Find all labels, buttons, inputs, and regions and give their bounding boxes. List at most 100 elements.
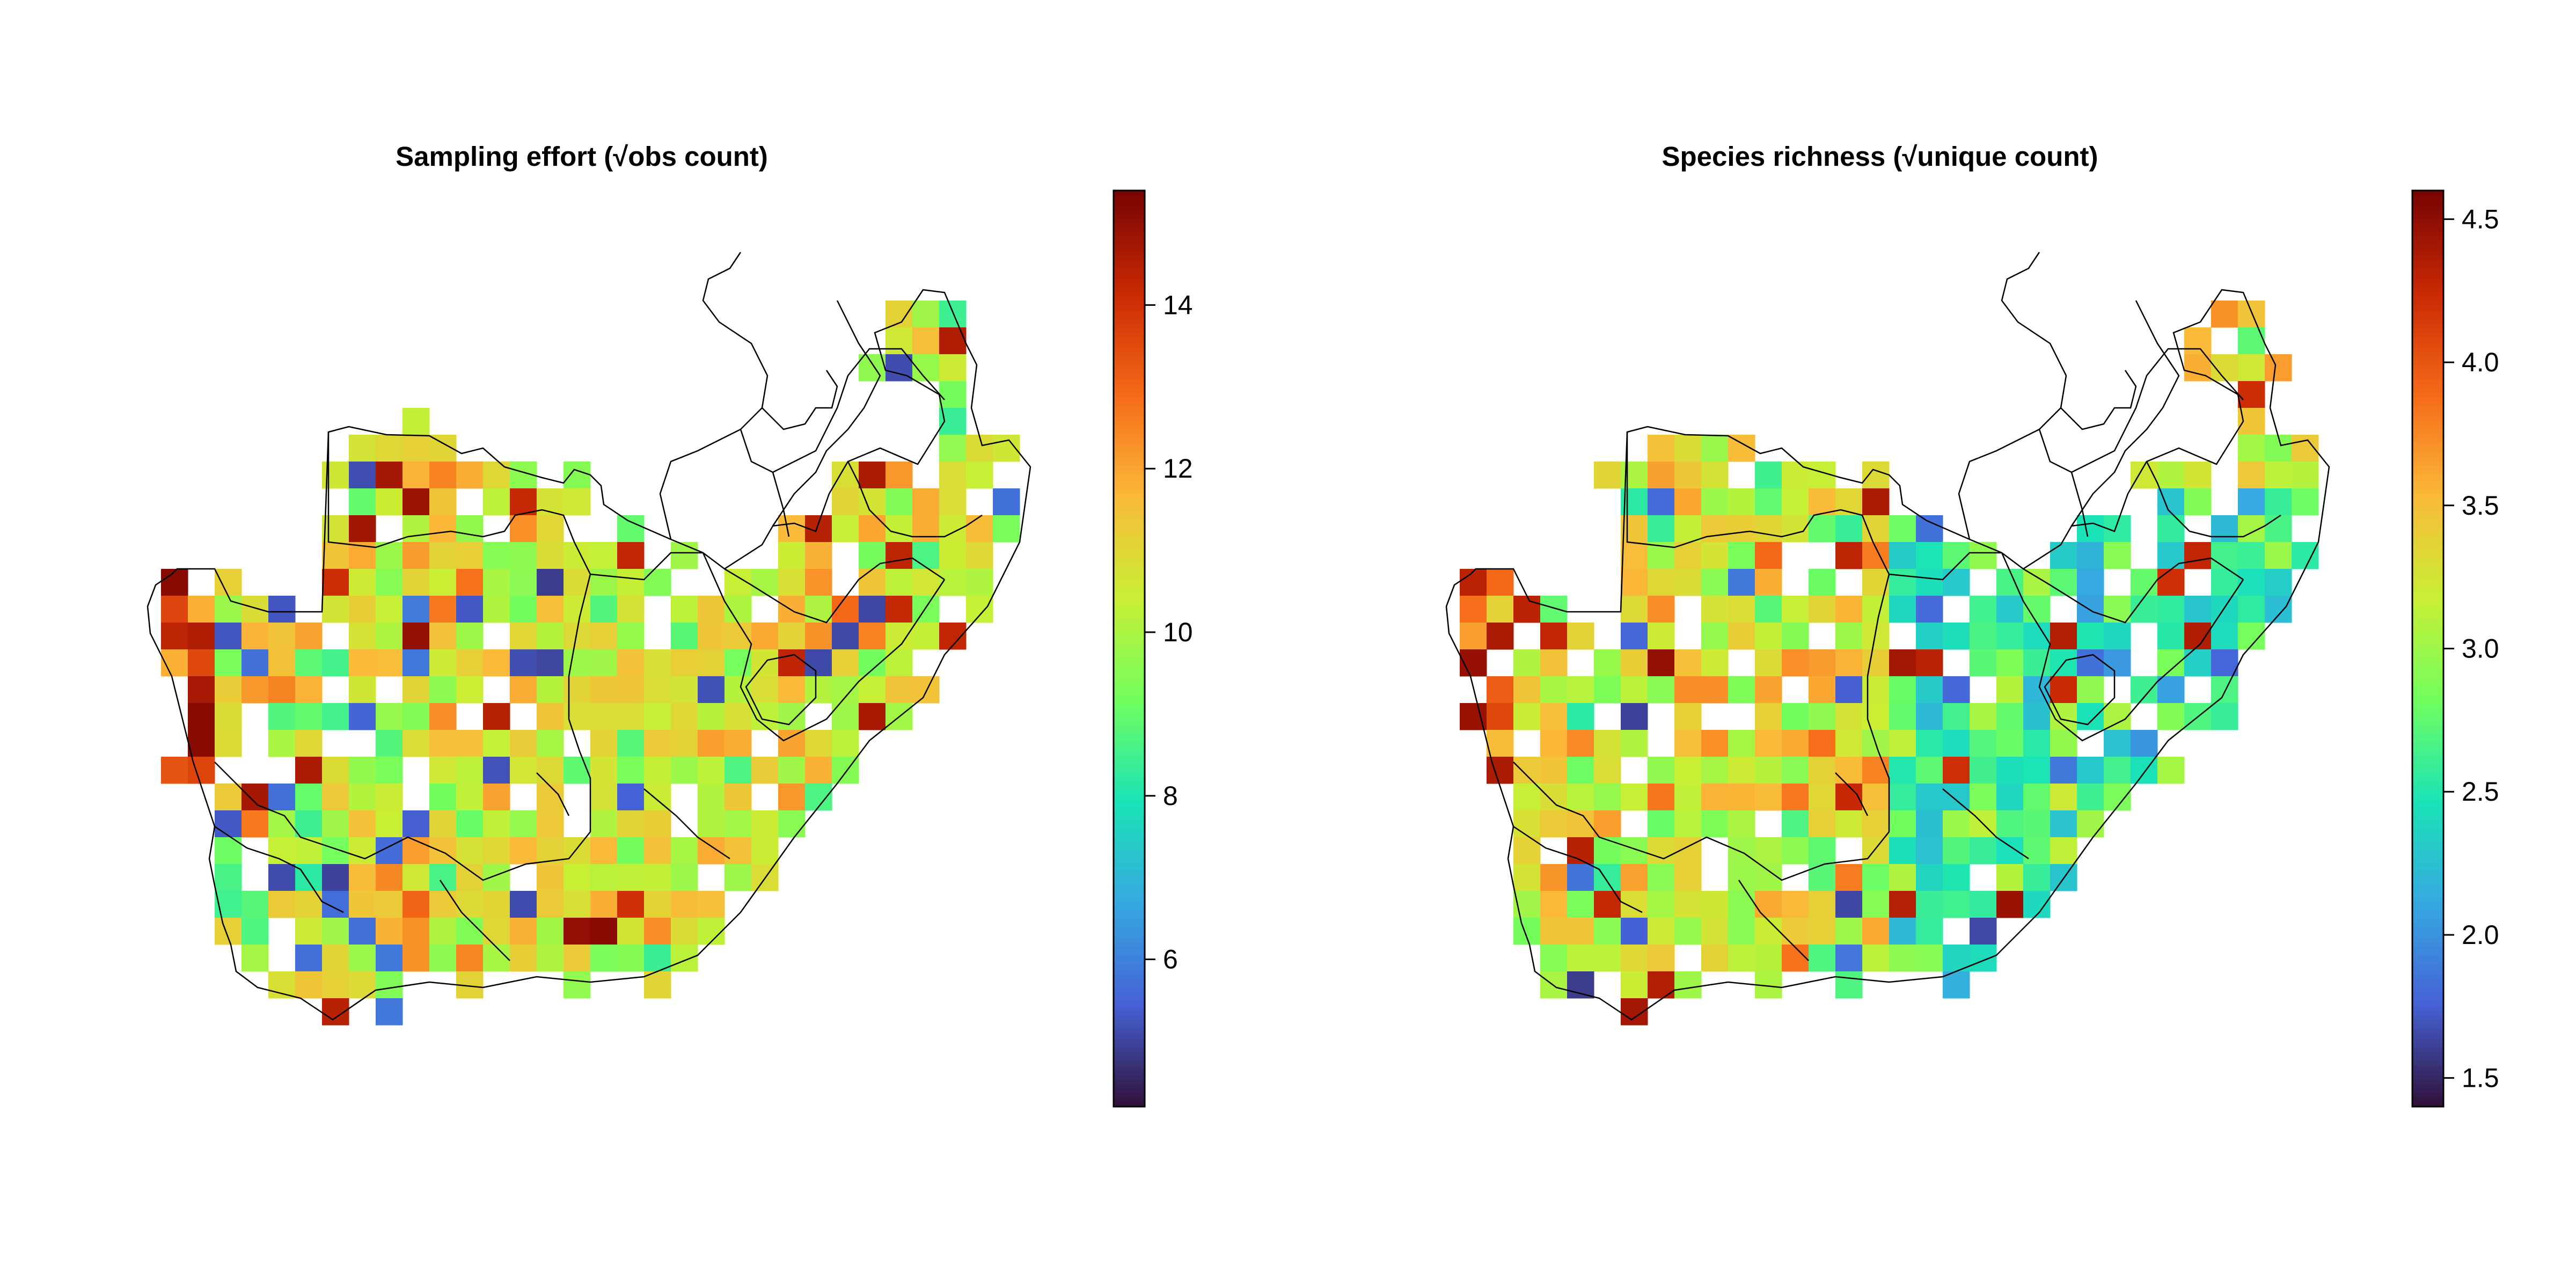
grid-cell <box>268 649 296 677</box>
colorbar-segment <box>1114 401 1145 407</box>
colorbar-segment <box>1114 840 1145 846</box>
colorbar-segment <box>2412 914 2443 920</box>
grid-cell <box>1487 596 1514 623</box>
grid-cell <box>2157 757 2185 784</box>
colorbar-segment <box>1114 397 1145 402</box>
colorbar-segment <box>1114 639 1145 645</box>
colorbar-tick-label: 12 <box>1163 453 1193 484</box>
grid-cell <box>1621 542 1648 569</box>
grid-cell <box>2077 649 2104 677</box>
grid-cell <box>295 730 323 757</box>
province-boundary <box>536 772 570 816</box>
grid-cell <box>1996 891 2024 918</box>
grid-cell <box>1648 515 1675 543</box>
grid-cell <box>1835 971 1863 999</box>
grid-cell <box>1674 891 1702 918</box>
grid-cell <box>1782 891 1809 918</box>
grid-cell <box>564 891 591 918</box>
grid-cell <box>1889 569 1916 596</box>
grid-cell <box>1970 542 1997 569</box>
grid-cell <box>2050 623 2077 650</box>
grid-cell <box>1648 488 1675 516</box>
colorbar-segment <box>2412 900 2443 906</box>
grid-cell <box>376 757 403 784</box>
grid-cell <box>1996 810 2024 838</box>
grid-cell <box>1809 569 1836 596</box>
colorbar-segment <box>1114 1028 1145 1034</box>
grid-cell <box>402 596 430 623</box>
colorbar-segment <box>1114 191 1145 196</box>
grid-cell <box>376 810 403 838</box>
colorbar-segment <box>2412 1074 2443 1080</box>
grid-cell <box>859 649 886 677</box>
colorbar-segment <box>1114 580 1145 586</box>
grid-cell <box>1835 757 1863 784</box>
grid-cell <box>912 596 940 623</box>
colorbar-segment <box>2412 800 2443 805</box>
grid-cell <box>1996 676 2024 704</box>
colorbar-segment <box>2412 726 2443 732</box>
colorbar-segment <box>1114 575 1145 581</box>
colorbar-segment <box>2412 460 2443 466</box>
grid-cell <box>2211 542 2238 569</box>
province-boundary <box>590 552 703 581</box>
colorbar-segment <box>2412 328 2443 333</box>
colorbar-segment <box>2412 845 2443 851</box>
grid-cell <box>698 757 725 784</box>
grid-cell <box>1728 757 1755 784</box>
grid-cell <box>912 515 940 543</box>
grid-cell <box>564 945 591 972</box>
grid-cell <box>1862 945 1890 972</box>
colorbar-segment <box>1114 511 1145 516</box>
grid-cell <box>1701 596 1729 623</box>
grid-cell <box>2023 596 2051 623</box>
grid-cell <box>1701 676 1729 704</box>
grid-cell <box>1674 569 1702 596</box>
grid-cell <box>456 623 484 650</box>
grid-cell <box>349 462 376 489</box>
grid-cell <box>510 542 537 569</box>
colorbar-segment <box>1114 960 1145 965</box>
grid-cell <box>1540 623 1568 650</box>
grid-cell <box>349 515 376 543</box>
colorbar-segment <box>1114 534 1145 539</box>
grid-cell <box>1862 918 1890 945</box>
grid-cell <box>1513 784 1541 811</box>
grid-cell <box>268 730 296 757</box>
grid-cell <box>537 515 564 543</box>
colorbar-segment <box>2412 428 2443 434</box>
colorbar-segment <box>2412 447 2443 452</box>
grid-cell <box>832 623 859 650</box>
colorbar-segment <box>1114 1097 1145 1103</box>
grid-cell <box>590 810 618 838</box>
grid-cell <box>349 810 376 838</box>
grid-cell <box>1594 462 1621 489</box>
colorbar-tick-label: 3.0 <box>2462 634 2499 664</box>
grid-cell <box>698 649 725 677</box>
colorbar-segment <box>1114 795 1145 801</box>
colorbar-segment <box>1114 740 1145 745</box>
grid-cell <box>1621 515 1648 543</box>
colorbar-segment <box>1114 305 1145 310</box>
grid-cell <box>1648 918 1675 945</box>
grid-cell <box>2238 515 2265 543</box>
grid-cell <box>537 542 564 569</box>
colorbar-segment <box>2412 923 2443 929</box>
grid-cell <box>1835 945 1863 972</box>
grid-cell <box>268 676 296 704</box>
grid-cell <box>322 596 349 623</box>
grid-cell <box>241 649 269 677</box>
colorbar-segment <box>1114 625 1145 631</box>
colorbar-segment <box>2412 497 2443 503</box>
colorbar-segment <box>1114 1047 1145 1052</box>
grid-cell <box>2238 488 2265 516</box>
grid-cell <box>1916 945 1943 972</box>
colorbar-segment <box>1114 383 1145 389</box>
colorbar-segment <box>1114 245 1145 251</box>
grid-cell <box>617 515 645 543</box>
colorbar-segment <box>1114 369 1145 375</box>
province-boundary <box>214 762 591 881</box>
grid-cell <box>1674 971 1702 999</box>
grid-cell <box>751 810 779 838</box>
colorbar-segment <box>1114 744 1145 750</box>
